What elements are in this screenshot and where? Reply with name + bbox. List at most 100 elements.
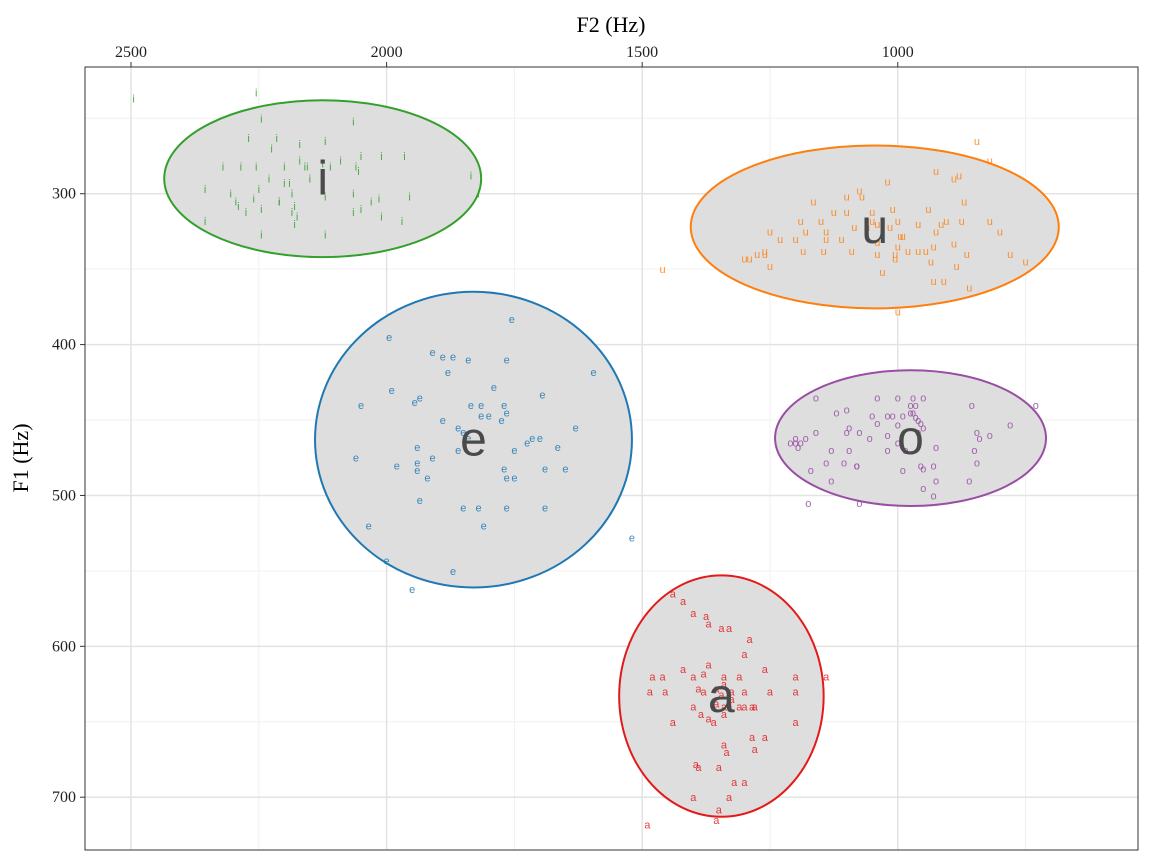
- vowel-label-i: i: [317, 153, 328, 206]
- point-u: u: [897, 231, 903, 243]
- point-o: o: [803, 433, 809, 445]
- point-u: u: [818, 216, 824, 228]
- y-tick-label: 300: [52, 186, 76, 203]
- point-u: u: [823, 226, 829, 238]
- point-i: i: [222, 162, 224, 174]
- point-u: u: [792, 234, 798, 246]
- point-o: o: [846, 423, 852, 435]
- point-i: i: [309, 174, 311, 186]
- point-o: o: [869, 411, 875, 423]
- point-a: a: [721, 739, 728, 751]
- point-u: u: [938, 219, 944, 231]
- point-e: e: [504, 472, 510, 484]
- point-e: e: [465, 433, 471, 445]
- point-a: a: [721, 709, 728, 721]
- point-i: i: [306, 162, 308, 174]
- point-e: e: [478, 400, 484, 412]
- point-i: i: [298, 139, 300, 151]
- point-o: o: [808, 465, 814, 477]
- point-e: e: [353, 453, 359, 465]
- point-u: u: [933, 226, 939, 238]
- point-a: a: [762, 664, 769, 676]
- point-u: u: [892, 249, 898, 261]
- point-i: i: [278, 196, 280, 208]
- point-u: u: [884, 177, 890, 189]
- point-o: o: [933, 442, 939, 454]
- point-i: i: [380, 211, 382, 223]
- vowel-ellipses: [163, 99, 1060, 818]
- point-e: e: [450, 566, 456, 578]
- point-u: u: [905, 246, 911, 258]
- point-a: a: [695, 762, 702, 774]
- point-o: o: [974, 427, 980, 439]
- point-e: e: [529, 433, 535, 445]
- point-o: o: [846, 445, 852, 457]
- point-i: i: [293, 201, 295, 213]
- point-e: e: [486, 411, 492, 423]
- point-u: u: [928, 257, 934, 269]
- point-a: a: [736, 672, 743, 684]
- point-i: i: [258, 184, 260, 196]
- point-u: u: [838, 234, 844, 246]
- point-a: a: [721, 679, 728, 691]
- point-a: a: [752, 744, 759, 756]
- point-a: a: [713, 699, 720, 711]
- point-o: o: [854, 460, 860, 472]
- point-e: e: [542, 503, 548, 515]
- point-u: u: [987, 156, 993, 168]
- point-u: u: [892, 254, 898, 266]
- point-a: a: [718, 690, 725, 702]
- point-i: i: [270, 143, 272, 155]
- point-u: u: [800, 246, 806, 258]
- point-u: u: [762, 246, 768, 258]
- point-o: o: [854, 460, 860, 472]
- point-o: o: [828, 475, 834, 487]
- point-u: u: [900, 231, 906, 243]
- point-o: o: [867, 433, 873, 445]
- point-u: u: [959, 216, 965, 228]
- point-o: o: [874, 392, 880, 404]
- point-e: e: [460, 503, 466, 515]
- point-u: u: [915, 219, 921, 231]
- point-i: i: [408, 192, 410, 204]
- point-a: a: [670, 717, 677, 729]
- point-o: o: [910, 392, 916, 404]
- point-e: e: [511, 472, 517, 484]
- point-a: a: [649, 672, 656, 684]
- ellipse-o: [774, 369, 1047, 508]
- point-a: a: [700, 687, 707, 699]
- point-u: u: [767, 261, 773, 273]
- y-axis-ticks: 300 400 500 600 700: [52, 186, 85, 806]
- point-a: a: [726, 623, 733, 635]
- point-o: o: [976, 433, 982, 445]
- point-u: u: [1022, 257, 1028, 269]
- point-i: i: [260, 113, 262, 125]
- ellipse-e: [314, 290, 633, 589]
- point-e: e: [481, 521, 487, 533]
- point-u: u: [964, 249, 970, 261]
- point-u: u: [930, 242, 936, 254]
- point-e: e: [542, 463, 548, 475]
- point-u: u: [849, 246, 855, 258]
- point-u: u: [754, 249, 760, 261]
- point-o: o: [795, 442, 801, 454]
- point-o: o: [920, 423, 926, 435]
- point-a: a: [721, 702, 728, 714]
- point-o: o: [933, 475, 939, 487]
- point-e: e: [501, 400, 507, 412]
- point-a: a: [690, 792, 697, 804]
- point-a: a: [792, 687, 799, 699]
- point-i: i: [283, 162, 285, 174]
- x-tick-label: 1000: [882, 44, 914, 61]
- point-u: u: [741, 254, 747, 266]
- point-u: u: [887, 222, 893, 234]
- point-e: e: [366, 521, 372, 533]
- point-a: a: [706, 619, 713, 631]
- vowel-label-a: a: [708, 670, 735, 723]
- point-u: u: [895, 216, 901, 228]
- point-e: e: [629, 533, 635, 545]
- point-e: e: [384, 555, 390, 567]
- point-a: a: [823, 672, 830, 684]
- point-e: e: [478, 411, 484, 423]
- point-i: i: [275, 133, 277, 145]
